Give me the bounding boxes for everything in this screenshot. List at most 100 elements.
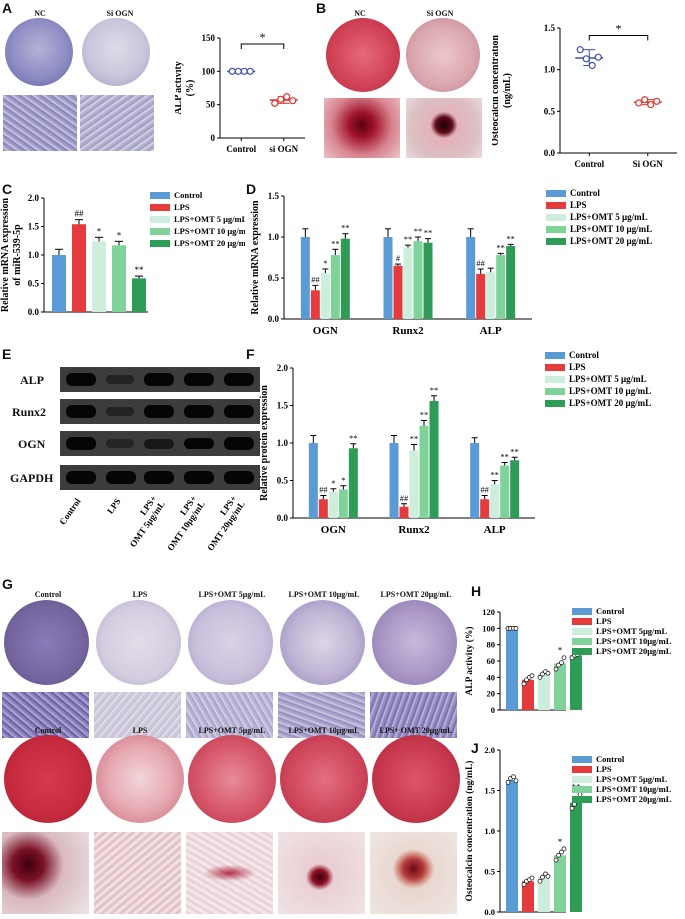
chart-f-sig-1-2: ** xyxy=(410,434,419,444)
chart-h-sig-3: * xyxy=(558,646,563,656)
chart-h-ytick-label-2: 40 xyxy=(487,672,496,682)
chart-f-bar-2-0 xyxy=(470,443,480,518)
chart-j-point-2-0 xyxy=(537,878,543,884)
chart-f-sig-2-4: ** xyxy=(510,446,518,456)
chart-b-ylabel: Osteocalcin concentration(ng/mL) xyxy=(492,35,513,146)
chart-d-ytick-label-3: 1.5 xyxy=(268,191,280,201)
chart-f-bar-0-0 xyxy=(308,443,318,518)
chart-f-sig-0-3: * xyxy=(341,475,345,485)
chart-d-ylabel: Relative mRNA expression xyxy=(250,200,261,315)
micrograph-i-lps xyxy=(94,832,181,914)
alp-stain-dish-nc xyxy=(5,18,73,86)
photo-label-a-nc: NC xyxy=(34,9,46,18)
chart-c-ytick-label-2: 1.0 xyxy=(28,250,40,260)
chart-f-legend-swatch-2 xyxy=(545,376,565,383)
chart-a-point-0-2 xyxy=(240,67,248,75)
chart-f-sig-1-4: ** xyxy=(430,385,439,395)
chart-j-legend-label-0: Control xyxy=(596,754,625,764)
chart-d-legend-label-0: Control xyxy=(570,188,600,198)
chart-j-point-3-2 xyxy=(559,849,564,855)
chart-d-legend-label-2: LPS+OMT 5 μg/mL xyxy=(570,212,648,222)
alp-dish-g-omt10 xyxy=(280,600,365,685)
chart-d-ytick-label-1: 0.5 xyxy=(268,273,280,283)
chart-d-bar-2-1 xyxy=(476,273,486,319)
chart-h-ytick-label-1: 20 xyxy=(487,689,496,699)
band-alp-omt10 xyxy=(184,373,214,386)
band-ogn-lps xyxy=(106,439,134,448)
chart-j-ylabel: Osteocalcin concentration (ng/mL) xyxy=(464,761,475,902)
chart-f-legend-label-2: LPS+OMT 5 μg/mL xyxy=(569,374,647,384)
chart-h-bar-2 xyxy=(538,674,550,710)
chart-d-legend-swatch-3 xyxy=(546,226,566,233)
chart-j-point-0-3 xyxy=(513,778,519,784)
chart-h-legend-label-4: LPS+OMT 20μg/mL xyxy=(596,646,672,656)
chart-d-legend-swatch-0 xyxy=(546,190,566,197)
chart-d-sig-0-4: ** xyxy=(341,223,350,233)
chart-j-legend-label-4: LPS+OMT 20μg/mL xyxy=(596,794,672,804)
lane-label-2: LPS+OMT 5μg/mL xyxy=(120,495,167,549)
chart-a-sig-label: * xyxy=(260,30,266,44)
chart-b-point-1-3 xyxy=(653,97,661,105)
band-gapdh-lps xyxy=(106,471,136,484)
lane-label-1: LPS xyxy=(105,496,123,515)
chart-c-legend-swatch-0 xyxy=(150,192,170,199)
chart-c-bar-3 xyxy=(112,245,126,312)
chart-c-legend-label-3: LPS+OMT 10 μg/mL xyxy=(174,226,245,236)
chart-b-ytick-label-2: 1.0 xyxy=(544,65,556,75)
chart-c-sig-2: * xyxy=(97,226,102,236)
chart-d-bar-0-4 xyxy=(340,238,350,319)
chart-d-bar-0-2 xyxy=(320,273,330,319)
blot-label-gapdh: GAPDH xyxy=(10,471,54,485)
chart-b-ytick-label-0: 0.0 xyxy=(544,148,556,158)
chart-d-bar-1-2 xyxy=(403,247,413,319)
panel-letter-f: F xyxy=(246,346,255,362)
chart-f-ytick-label-0: 0.0 xyxy=(277,513,289,523)
ars-dish-i-omt10 xyxy=(280,735,368,823)
chart-b-ytick-label-1: 0.5 xyxy=(544,106,556,116)
chart-j-point-0-2 xyxy=(511,774,516,780)
chart-d-bar-2-3 xyxy=(496,255,506,319)
chart-h-ytick-label-3: 60 xyxy=(487,656,496,666)
chart-c-ytick-label-3: 1.5 xyxy=(28,222,40,232)
chart-a-sig-bracket xyxy=(240,43,285,49)
chart-d-bar-2-0 xyxy=(466,237,476,319)
blot-row-gapdh xyxy=(60,465,260,490)
chart-j-legend-swatch-2 xyxy=(572,776,592,783)
chart-h-legend-swatch-3 xyxy=(572,638,592,645)
chart-f-ytick-label-4: 2.0 xyxy=(277,363,289,373)
chart-h-legend-label-1: LPS xyxy=(596,616,612,626)
chart-j-point-4-0 xyxy=(569,805,575,811)
chart-f-bar-0-3 xyxy=(338,489,348,518)
photo-label-i-1: LPS xyxy=(132,726,148,735)
chart-f-bar-2-3 xyxy=(500,465,510,518)
chart-f-sig-1-3: ** xyxy=(420,410,429,420)
chart-c-bar-4 xyxy=(132,278,146,312)
photo-label-a-si-ogn: Si OGN xyxy=(106,9,134,18)
chart-h-bar-4 xyxy=(570,655,582,710)
photo-label-g-0: Control xyxy=(34,590,62,599)
chart-d-legend-swatch-2 xyxy=(546,214,566,221)
chart-d-sig-1-2: ** xyxy=(404,234,413,244)
chart-f-bar-1-2 xyxy=(409,450,419,518)
chart-d-sig-0-2: * xyxy=(323,258,327,268)
chart-c-sig-3: * xyxy=(117,230,122,240)
chart-j-legend-label-1: LPS xyxy=(596,764,612,774)
chart-j-point-2-3 xyxy=(545,873,551,879)
chart-h-legend-label-0: Control xyxy=(596,606,625,616)
chart-d-sig-0-1: ## xyxy=(311,274,320,284)
chart-h-bar-3 xyxy=(554,663,566,710)
panel-letter-j: J xyxy=(471,740,479,756)
chart-h-point-3-0 xyxy=(553,666,559,672)
chart-j-sig-3: * xyxy=(558,837,563,847)
micrograph-b-si-ogn xyxy=(406,98,482,158)
chart-d-sig-1-1: # xyxy=(396,253,401,263)
ars-dish-i-control xyxy=(4,735,92,823)
chart-f-sig-1-1: ## xyxy=(400,493,409,503)
chart-j-point-0-0 xyxy=(505,780,511,785)
chart-f-xtick-label-1: Runx2 xyxy=(398,524,430,536)
chart-c-ytick-label-1: 0.5 xyxy=(28,279,40,289)
chart-d-legend-swatch-1 xyxy=(546,202,566,209)
chart-c-legend-swatch-1 xyxy=(150,204,170,211)
chart-c-mir539: 0.00.51.01.52.0##* ***Relative mRNA expre… xyxy=(0,190,245,317)
